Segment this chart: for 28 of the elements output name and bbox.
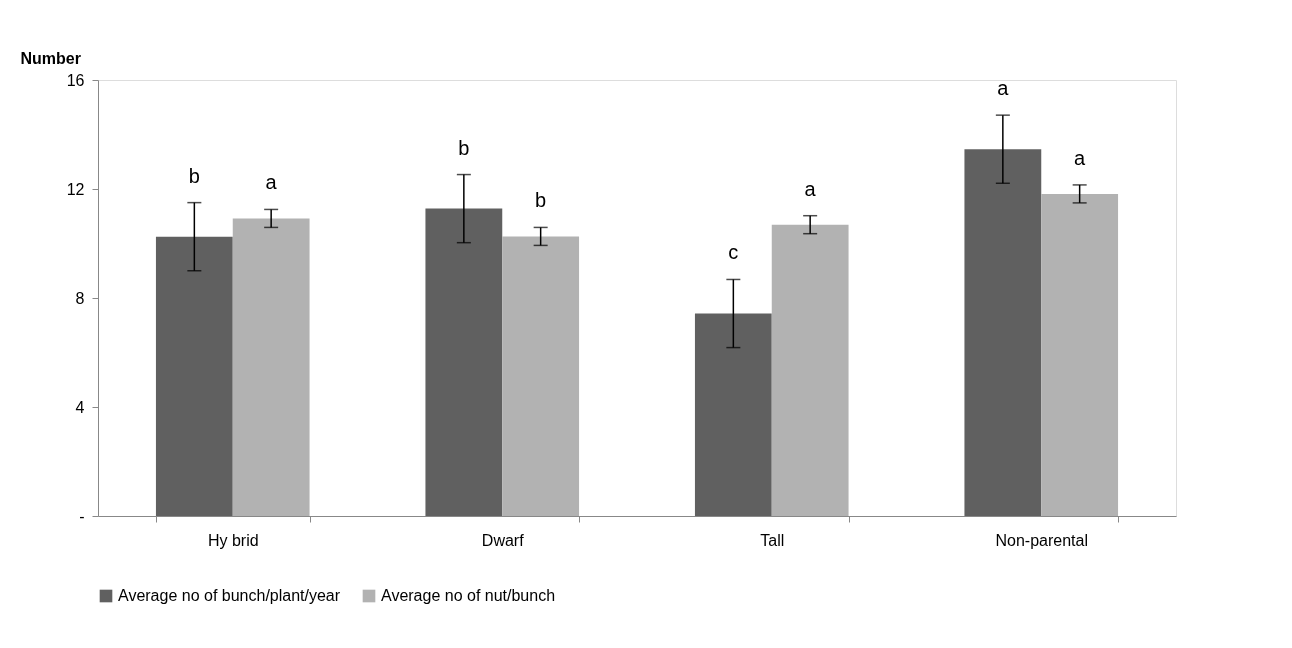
x-tick-label: Dwarf bbox=[481, 531, 525, 549]
annotation: b bbox=[188, 164, 200, 187]
x-tick-label: Non-parental bbox=[995, 531, 1088, 549]
bar bbox=[155, 236, 233, 516]
bar bbox=[1041, 193, 1119, 516]
legend-label: Average no of bunch/plant/year bbox=[118, 587, 341, 604]
bar bbox=[964, 149, 1042, 516]
annotation: b bbox=[535, 189, 547, 212]
annotation: a bbox=[804, 177, 817, 200]
y-axis-title: Number bbox=[20, 49, 81, 67]
annotation: b bbox=[458, 136, 470, 159]
annotation: a bbox=[1074, 146, 1087, 169]
y-tick-label: 16 bbox=[66, 71, 85, 89]
bar bbox=[232, 218, 310, 516]
bar bbox=[771, 224, 849, 516]
legend-label: Average no of nut/bunch bbox=[381, 587, 556, 604]
x-tick-label: Tall bbox=[760, 531, 785, 549]
annotation: c bbox=[728, 241, 739, 264]
bar bbox=[425, 208, 503, 516]
bar bbox=[502, 236, 580, 516]
y-tick-label: 12 bbox=[66, 180, 85, 198]
x-tick-label: Hy brid bbox=[207, 531, 259, 549]
annotation: a bbox=[265, 171, 278, 194]
y-tick-label: 8 bbox=[75, 289, 85, 307]
y-tick-label: - bbox=[79, 507, 85, 525]
bar bbox=[694, 313, 772, 516]
annotation: a bbox=[997, 77, 1010, 100]
y-tick-label: 4 bbox=[75, 398, 85, 416]
